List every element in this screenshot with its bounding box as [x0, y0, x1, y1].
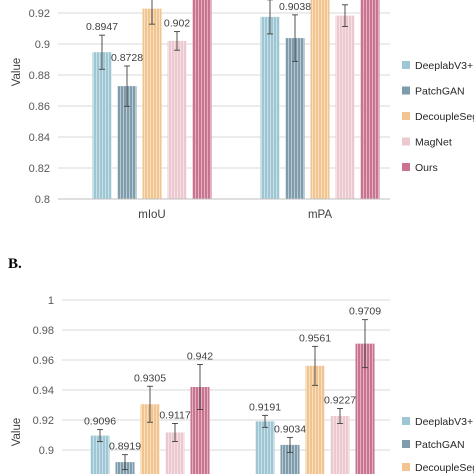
- legend-item: DecoupleSeg: [402, 111, 474, 123]
- panel-b-label: B.: [8, 256, 22, 272]
- bar-hatch: [117, 86, 137, 199]
- bar-hatch: [310, 0, 330, 199]
- y-tick-label: 1: [48, 295, 54, 307]
- bar-hatch: [140, 404, 160, 474]
- bar-hatch: [192, 0, 212, 199]
- bar-hatch: [360, 0, 380, 199]
- legend-label: DeeplabV3+: [415, 60, 473, 72]
- legend-label: DecoupleSeg: [415, 111, 474, 123]
- legend-swatch: [402, 61, 410, 69]
- y-axis-title: Value: [11, 58, 23, 87]
- legend-item: PatchGAN: [402, 86, 465, 98]
- legend-item: DeeplabV3+: [402, 60, 473, 72]
- bar-hatch: [92, 52, 112, 200]
- legend-swatch: [402, 112, 410, 120]
- data-label: 0.942: [187, 351, 213, 363]
- y-tick-label: 0.9: [35, 39, 50, 51]
- y-tick-label: 0.84: [29, 132, 50, 144]
- data-label: 0.9096: [84, 416, 116, 428]
- legend-swatch: [402, 463, 410, 471]
- y-tick-label: 0.8: [35, 194, 50, 206]
- data-label: 0.9034: [274, 423, 306, 435]
- data-label: 0.9561: [299, 332, 331, 344]
- data-label: 0.9038: [279, 1, 311, 13]
- y-tick-label: 0.82: [29, 163, 50, 175]
- data-label: 0.8919: [109, 441, 141, 453]
- legend-label: PatchGAN: [415, 439, 465, 451]
- y-tick-label: 0.98: [33, 325, 54, 337]
- legend-item: DecoupleSeg: [402, 462, 474, 474]
- y-tick-label: 0.96: [33, 355, 54, 367]
- legend-swatch: [402, 163, 410, 171]
- legend-label: PatchGAN: [415, 86, 465, 98]
- data-label: 0.8947: [86, 21, 118, 33]
- legend-label: Ours: [415, 162, 438, 174]
- data-label: 0.9709: [349, 306, 381, 318]
- bar-hatch: [142, 8, 162, 199]
- bar-hatch: [167, 40, 187, 200]
- legend-swatch: [402, 137, 410, 146]
- legend-swatch: [402, 440, 410, 448]
- bar-hatch: [255, 421, 275, 474]
- data-label: 0.9305: [134, 372, 166, 384]
- y-tick-label: 0.92: [33, 415, 54, 427]
- data-label: 0.8728: [111, 52, 143, 64]
- legend-swatch: [402, 417, 410, 425]
- data-label: 0.9117: [159, 409, 190, 421]
- data-label: 0.902: [164, 18, 190, 30]
- legend-label: DecoupleSeg: [415, 462, 474, 474]
- bar-hatch: [335, 15, 355, 200]
- y-tick-label: 0.92: [29, 8, 50, 20]
- legend-item: DeeplabV3+: [402, 416, 473, 428]
- bar-hatch: [90, 435, 110, 474]
- y-tick-label: 0.94: [33, 385, 54, 397]
- bar-hatch: [280, 444, 300, 474]
- y-tick-label: 0.86: [29, 101, 50, 113]
- bar-hatch: [330, 415, 350, 474]
- data-label: 0.9227: [324, 394, 356, 406]
- legend-item: Ours: [402, 162, 438, 174]
- bar-hatch: [355, 343, 375, 474]
- data-label: 0.9191: [249, 401, 281, 413]
- legend-label: DeeplabV3+: [415, 416, 473, 428]
- bar-hatch: [260, 16, 280, 199]
- bar-hatch: [285, 38, 305, 199]
- legend-item: MagNet: [402, 137, 452, 149]
- legend-item: PatchGAN: [402, 439, 465, 451]
- bar-hatch: [165, 432, 185, 474]
- legend-swatch: [402, 86, 410, 95]
- chart-a: 0.8 0.82 0.84 0.86 0.88 0.9 0.92 Value 0.8947 0.8…: [11, 0, 474, 221]
- bar-hatch: [305, 365, 325, 474]
- legend-label: MagNet: [415, 137, 452, 149]
- x-tick-label: mPA: [308, 209, 332, 221]
- x-tick-label: mIoU: [138, 209, 165, 221]
- y-tick-label: 0.88: [29, 70, 50, 82]
- bar-hatch: [190, 387, 210, 474]
- y-axis-title: Value: [11, 418, 23, 447]
- chart-b: 0.9 0.92 0.94 0.96 0.98 1 Value 0.9096 0.8919 0.9…: [11, 295, 474, 474]
- y-tick-label: 0.9: [39, 445, 54, 457]
